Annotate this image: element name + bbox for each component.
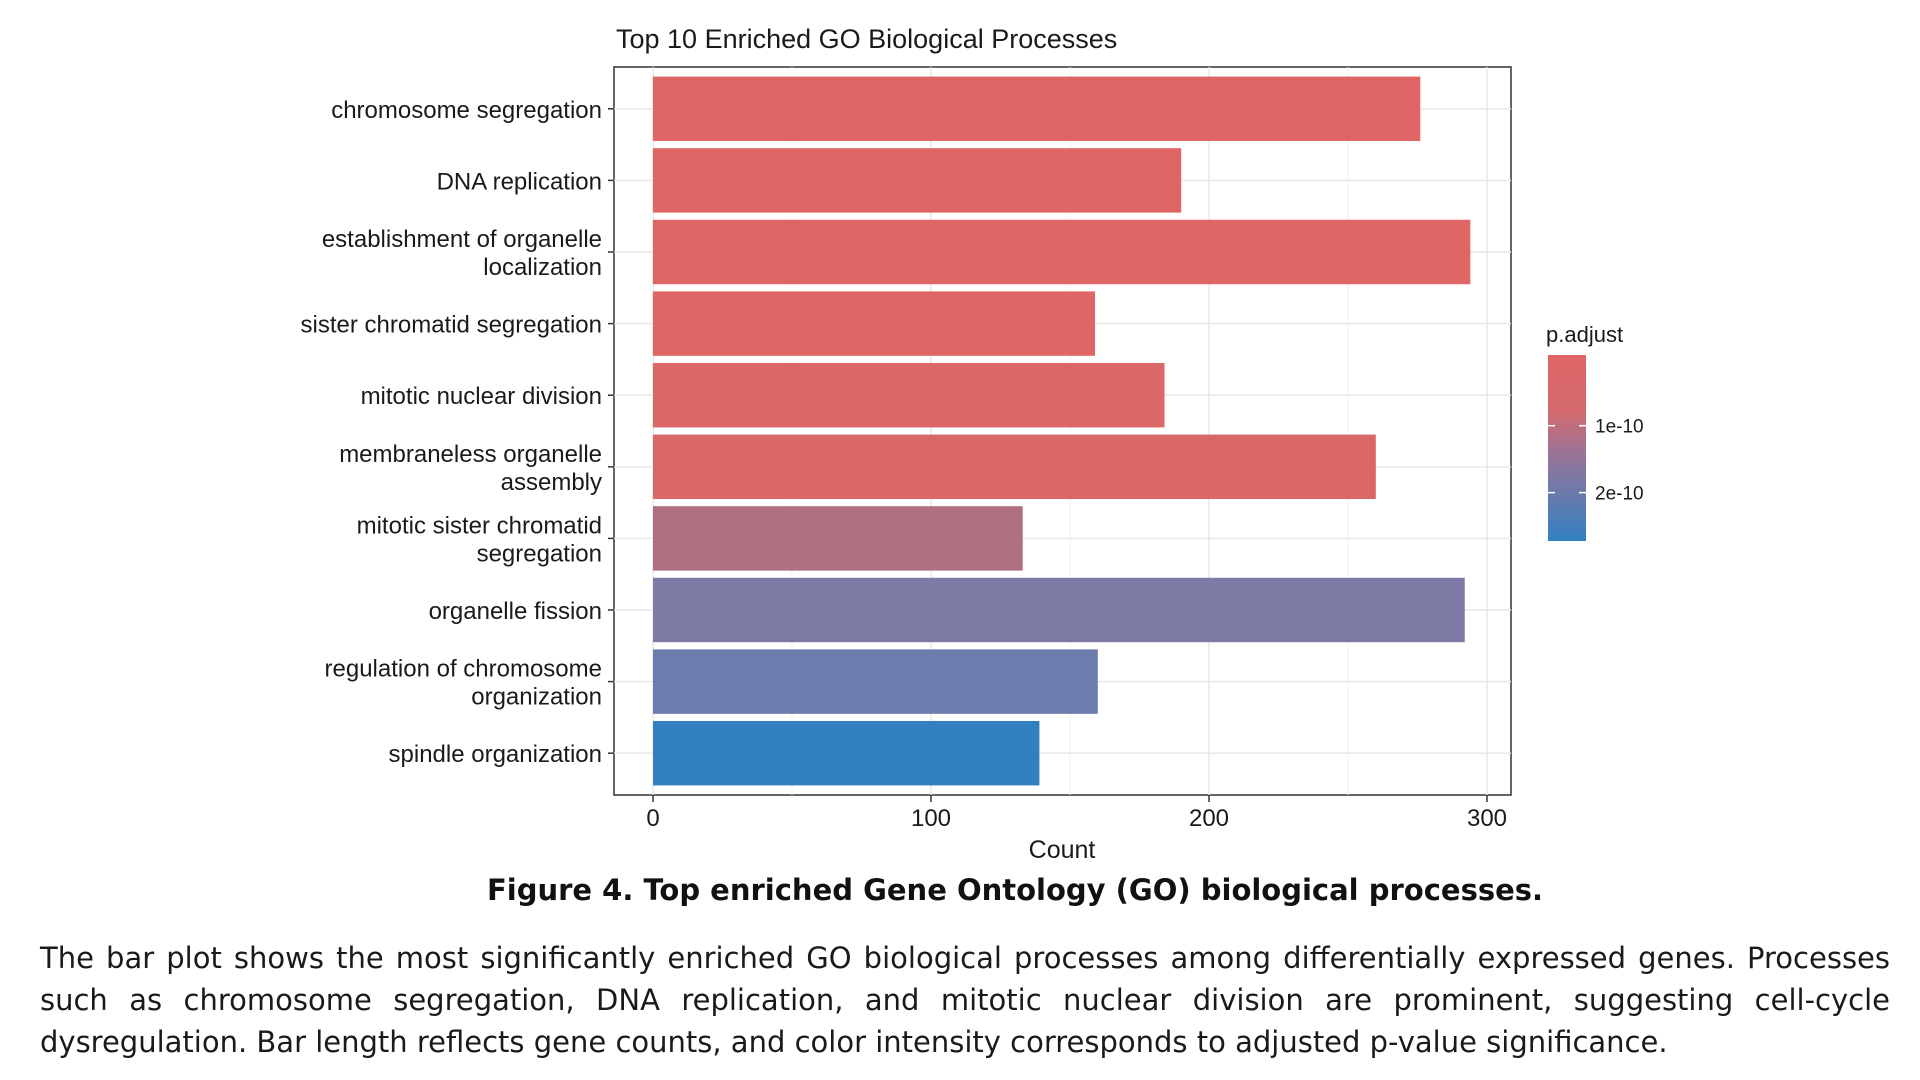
legend-title: p.adjust [1546, 322, 1623, 347]
chart: Top 10 Enriched GO Biological Processes … [301, 24, 1644, 864]
x-tick-label: 300 [1467, 805, 1507, 832]
y-tick-label: DNA replication [437, 168, 602, 195]
x-tick-label: 200 [1189, 805, 1229, 832]
bar [653, 649, 1098, 714]
bars [653, 76, 1471, 786]
bar [653, 577, 1465, 643]
y-tick-label: organization [471, 684, 602, 711]
y-axis-labels: chromosome segregation DNA replication est… [301, 97, 614, 768]
bar [653, 291, 1096, 356]
y-tick-label: mitotic nuclear division [361, 383, 602, 410]
y-tick-label: assembly [501, 469, 602, 496]
y-tick-label: segregation [477, 540, 602, 567]
y-tick-label: regulation of chromosome [325, 656, 602, 683]
y-tick-label: sister chromatid segregation [301, 312, 602, 339]
chart-title: Top 10 Enriched GO Biological Processes [616, 24, 1117, 54]
legend-tick-label: 2e-10 [1595, 484, 1644, 505]
bar [653, 506, 1023, 571]
legend: p.adjust 1e-10 2e-10 [1546, 322, 1644, 541]
legend-colorbar [1548, 355, 1586, 541]
bar [653, 219, 1471, 285]
bar [653, 362, 1165, 428]
y-tick-label: membraneless organelle [339, 441, 602, 468]
y-tick-label: establishment of organelle [322, 226, 602, 253]
y-tick-label: chromosome segregation [331, 97, 602, 124]
bar [653, 76, 1421, 142]
y-tick-label: mitotic sister chromatid [357, 512, 602, 539]
x-axis-title: Count [1029, 836, 1096, 864]
bar [653, 720, 1040, 786]
y-tick-label: spindle organization [389, 741, 602, 768]
figure-caption: Figure 4. Top enriched Gene Ontology (GO… [486, 873, 1544, 907]
figure-description: The bar plot shows the most significantl… [40, 941, 1890, 1059]
bar [653, 434, 1376, 500]
y-tick-label: organelle fission [429, 598, 602, 625]
bar [653, 148, 1182, 213]
x-tick-label: 0 [646, 805, 659, 832]
x-axis: 0 100 200 300 [646, 795, 1507, 832]
x-tick-label: 100 [911, 805, 951, 832]
y-tick-label: localization [483, 254, 602, 281]
legend-tick-label: 1e-10 [1595, 417, 1644, 438]
